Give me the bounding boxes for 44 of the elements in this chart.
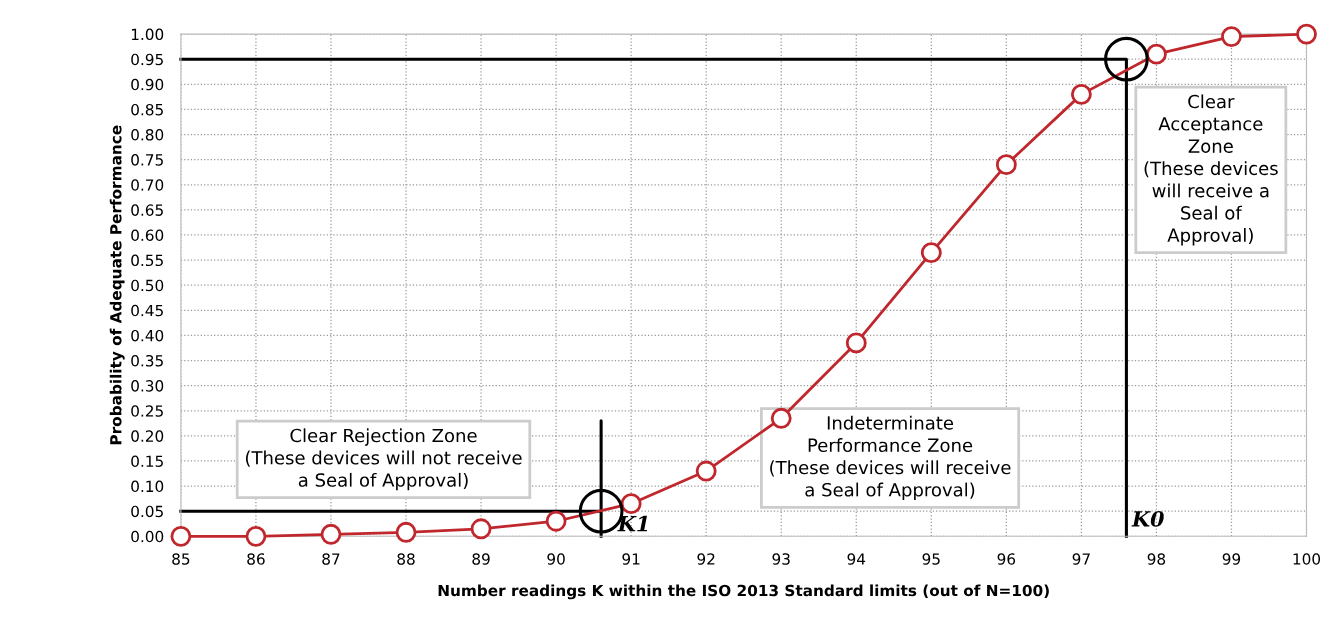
- y-tick-label: 0.00: [131, 530, 164, 543]
- x-tick-label: 90: [547, 553, 565, 565]
- x-tick-label: 88: [397, 553, 415, 565]
- y-tick-label: 1.00: [131, 28, 164, 41]
- y-tick-label: 0.15: [131, 455, 163, 467]
- y-tick-label: 0.80: [131, 129, 164, 141]
- x-tick-label: 93: [772, 553, 790, 565]
- annotation: K1: [617, 515, 648, 532]
- y-tick-label: 0.40: [131, 329, 164, 342]
- x-tick-label: 92: [697, 553, 715, 565]
- x-tick-label: 96: [997, 553, 1016, 565]
- annotation: Clear Acceptance Zone (These devices will receive a Seal of Approval): [1144, 94, 1278, 246]
- y-tick-label: 0.10: [131, 480, 164, 493]
- y-tick-label: 0.30: [131, 380, 164, 392]
- y-tick-label: 0.95: [131, 53, 163, 66]
- x-tick-label: 89: [472, 553, 490, 565]
- y-tick-label: 0.90: [131, 78, 164, 91]
- x-tick-label: 94: [847, 553, 866, 565]
- x-tick-label: 99: [1222, 553, 1241, 565]
- y-tick-label: 0.70: [131, 179, 164, 191]
- y-tick-label: 0.75: [131, 154, 163, 166]
- y-tick-label: 0.20: [131, 430, 164, 442]
- x-axis-title: Number readings K within the ISO 2013 Standard limits (out of N=100): [438, 584, 1049, 600]
- x-tick-label: 100: [1293, 553, 1321, 565]
- y-tick-label: 0.85: [131, 103, 163, 116]
- y-tick-label: 0.65: [131, 204, 163, 216]
- x-tick-label: 87: [322, 553, 340, 565]
- x-tick-label: 95: [922, 553, 940, 565]
- y-axis-title: Probability of Adequate Performance: [109, 125, 125, 445]
- annotation: K0: [1131, 510, 1164, 527]
- y-tick-label: 0.50: [131, 279, 164, 292]
- x-tick-label: 98: [1147, 553, 1166, 565]
- y-tick-label: 0.55: [131, 254, 163, 267]
- y-tick-label: 0.60: [131, 229, 164, 241]
- y-tick-label: 0.35: [131, 355, 163, 367]
- x-tick-label: 85: [172, 553, 190, 565]
- annotation: Clear Rejection Zone (These devices will not receive a Seal of Approval): [245, 428, 522, 491]
- y-tick-label: 0.25: [131, 405, 163, 417]
- x-tick-label: 91: [622, 553, 640, 565]
- annotation: Indeterminate Performance Zone (These devices will receive a Seal of Approval): [770, 415, 1011, 501]
- y-tick-label: 0.45: [131, 304, 163, 317]
- y-tick-label: 0.05: [131, 505, 163, 518]
- x-tick-label: 97: [1072, 553, 1090, 565]
- x-tick-label: 86: [247, 553, 265, 565]
